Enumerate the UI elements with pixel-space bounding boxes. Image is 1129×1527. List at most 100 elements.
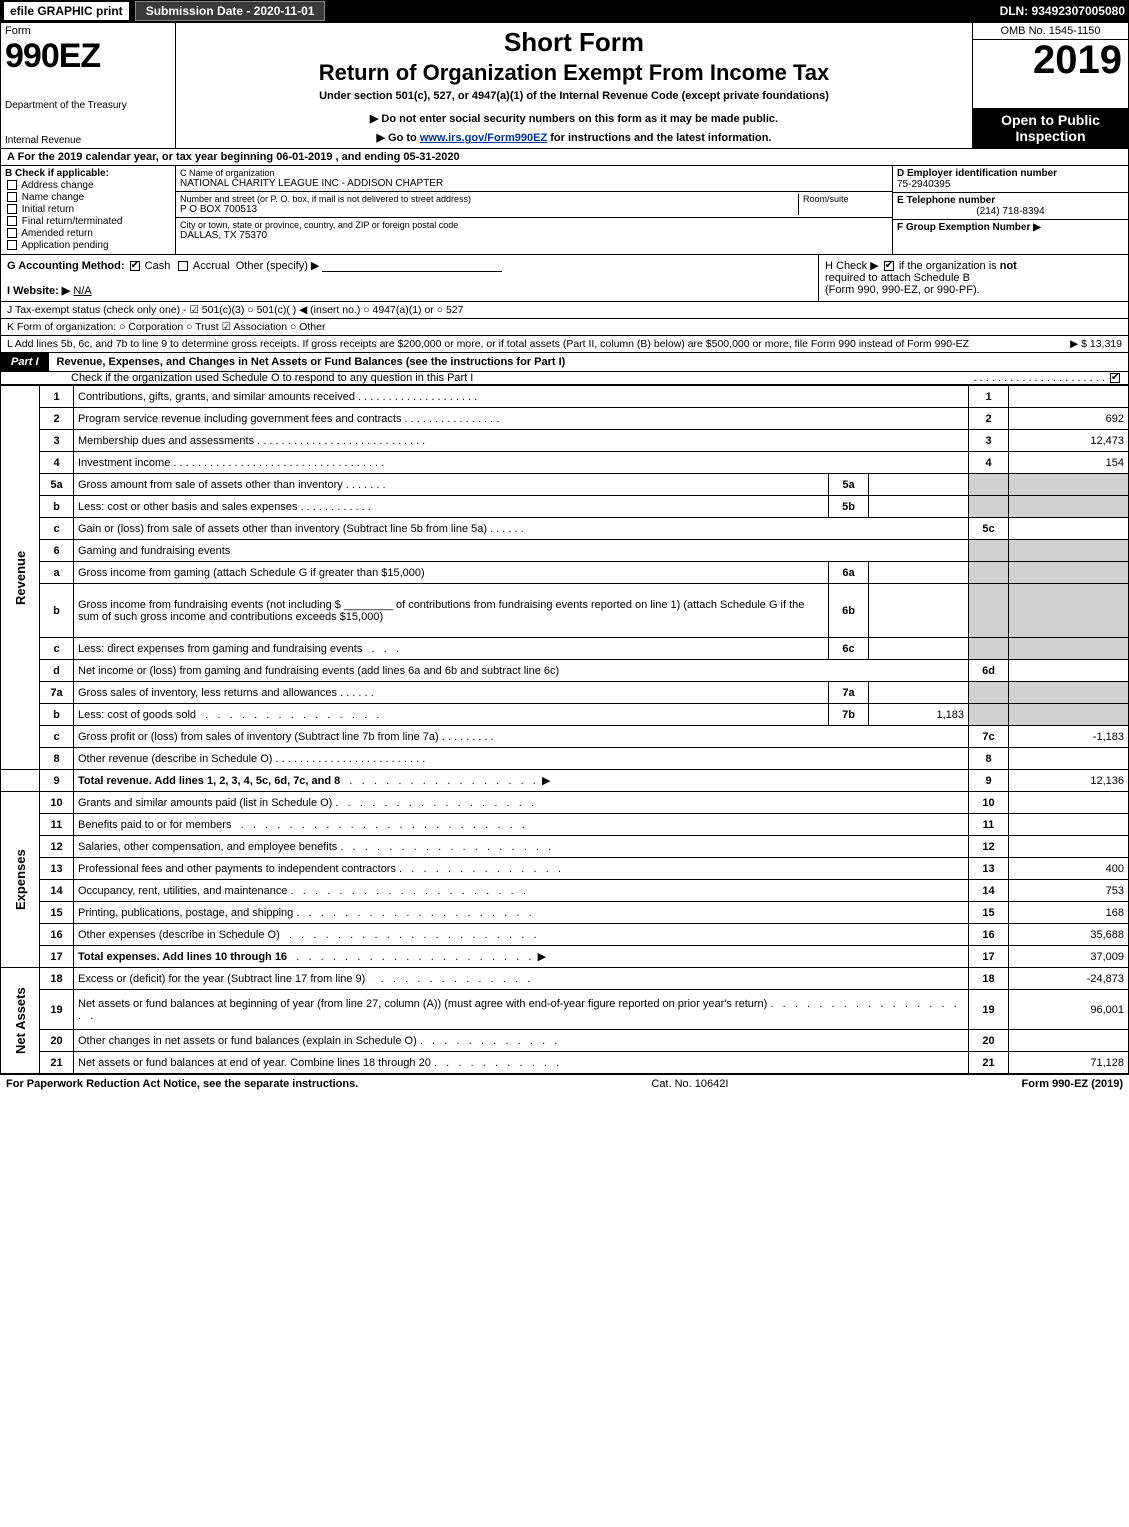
c-1: 1 xyxy=(969,386,1009,408)
shadev-5b xyxy=(1009,496,1129,518)
n-1: 1 xyxy=(40,386,74,408)
irs-label: Internal Revenue xyxy=(5,135,171,146)
h-text1: H Check ▶ xyxy=(825,260,879,272)
chk-name-change[interactable]: Name change xyxy=(5,192,171,203)
row-20: 20 Other changes in net assets or fund b… xyxy=(1,1030,1129,1052)
part-i-check-end: . . . . . . . . . . . . . . . . . . . . … xyxy=(974,372,1128,384)
website-label: I Website: ▶ xyxy=(7,285,70,297)
n-6c: c xyxy=(40,638,74,660)
c-19: 19 xyxy=(969,990,1009,1030)
row-21: 21 Net assets or fund balances at end of… xyxy=(1,1052,1129,1074)
under-section: Under section 501(c), 527, or 4947(a)(1)… xyxy=(184,90,964,102)
row-l-text: L Add lines 5b, 6c, and 7b to line 9 to … xyxy=(7,338,969,350)
d-7c: Gross profit or (loss) from sales of inv… xyxy=(78,731,439,743)
d-13: Professional fees and other payments to … xyxy=(78,863,396,875)
row-18: Net Assets 18 Excess or (deficit) for th… xyxy=(1,968,1129,990)
irs-link[interactable]: www.irs.gov/Form990EZ xyxy=(420,132,547,144)
col-c-org: C Name of organization NATIONAL CHARITY … xyxy=(176,166,893,254)
block-bcdef: B Check if applicable: Address change Na… xyxy=(0,166,1129,255)
n-20: 20 xyxy=(40,1030,74,1052)
c-4: 4 xyxy=(969,452,1009,474)
d-17: Total expenses. Add lines 10 through 16 xyxy=(78,951,287,963)
v-19: 96,001 xyxy=(1009,990,1129,1030)
d-21: Net assets or fund balances at end of ye… xyxy=(78,1057,431,1069)
h-text3: required to attach Schedule B xyxy=(825,272,970,284)
row-1: Revenue 1 Contributions, gifts, grants, … xyxy=(1,386,1129,408)
chk-schedule-o[interactable] xyxy=(1110,373,1120,383)
other-specify-input[interactable] xyxy=(322,260,502,272)
d-19: Net assets or fund balances at beginning… xyxy=(78,998,767,1010)
v-7c: -1,183 xyxy=(1009,726,1129,748)
section-revenue: Revenue xyxy=(1,386,40,770)
c-17: 17 xyxy=(969,946,1009,968)
v-11 xyxy=(1009,814,1129,836)
g-label: G Accounting Method: xyxy=(7,260,125,272)
row-h: H Check ▶ if the organization is not req… xyxy=(818,255,1128,301)
section-netassets: Net Assets xyxy=(1,968,40,1074)
d-20: Other changes in net assets or fund bala… xyxy=(78,1035,417,1047)
chk-cash[interactable] xyxy=(130,261,140,271)
row-9: 9 Total revenue. Add lines 1, 2, 3, 4, 5… xyxy=(1,770,1129,792)
row-i: I Website: ▶ N/A xyxy=(7,284,812,297)
chk-address-change[interactable]: Address change xyxy=(5,180,171,191)
chk-final-return[interactable]: Final return/terminated xyxy=(5,216,171,227)
goto-line: ▶ Go to www.irs.gov/Form990EZ for instru… xyxy=(184,131,964,144)
shade-6c xyxy=(969,638,1009,660)
v-1 xyxy=(1009,386,1129,408)
org-name: NATIONAL CHARITY LEAGUE INC - ADDISON CH… xyxy=(180,178,888,189)
d-6: Gaming and fundraising events xyxy=(74,540,969,562)
n-14: 14 xyxy=(40,880,74,902)
c-20: 20 xyxy=(969,1030,1009,1052)
n-5a: 5a xyxy=(40,474,74,496)
d-8: Other revenue (describe in Schedule O) xyxy=(78,753,272,765)
n-21: 21 xyxy=(40,1052,74,1074)
header-mid: Short Form Return of Organization Exempt… xyxy=(176,23,973,148)
tax-year: 2019 xyxy=(973,40,1128,80)
line-a-taxyear: A For the 2019 calendar year, or tax yea… xyxy=(0,149,1129,166)
chk-initial-return[interactable]: Initial return xyxy=(5,204,171,215)
chk-amended-return[interactable]: Amended return xyxy=(5,228,171,239)
row-2: 2 Program service revenue including gove… xyxy=(1,408,1129,430)
row-k-form-org: K Form of organization: ○ Corporation ○ … xyxy=(0,319,1129,336)
part-i-tag: Part I xyxy=(1,353,49,371)
ein-value: 75-2940395 xyxy=(897,179,1124,190)
submission-date-button[interactable]: Submission Date - 2020-11-01 xyxy=(135,1,326,21)
goto-post: for instructions and the latest informat… xyxy=(550,132,771,144)
d-3: Membership dues and assessments xyxy=(78,435,254,447)
n-6b: b xyxy=(40,584,74,638)
d-14: Occupancy, rent, utilities, and maintena… xyxy=(78,885,288,897)
efile-label[interactable]: efile GRAPHIC print xyxy=(4,2,129,20)
c-21: 21 xyxy=(969,1052,1009,1074)
group-exemption-label: F Group Exemption Number ▶ xyxy=(897,222,1124,233)
row-5b: b Less: cost or other basis and sales ex… xyxy=(1,496,1129,518)
sv-6a xyxy=(869,562,969,584)
dln-label: DLN: 93492307005080 xyxy=(1000,4,1125,18)
v-18: -24,873 xyxy=(1009,968,1129,990)
d-1: Contributions, gifts, grants, and simila… xyxy=(78,391,355,403)
n-9: 9 xyxy=(40,770,74,792)
d-12: Salaries, other compensation, and employ… xyxy=(78,841,337,853)
h-not: not xyxy=(1000,260,1017,272)
chk-schedule-b[interactable] xyxy=(884,261,894,271)
c-12: 12 xyxy=(969,836,1009,858)
n-3: 3 xyxy=(40,430,74,452)
row-6d: d Net income or (loss) from gaming and f… xyxy=(1,660,1129,682)
row-6a: a Gross income from gaming (attach Sched… xyxy=(1,562,1129,584)
city-label: City or town, state or province, country… xyxy=(180,220,888,230)
n-7a: 7a xyxy=(40,682,74,704)
chk-accrual[interactable] xyxy=(178,261,188,271)
chk-application-pending[interactable]: Application pending xyxy=(5,240,171,251)
v-10 xyxy=(1009,792,1129,814)
shadev-7a xyxy=(1009,682,1129,704)
goto-pre: ▶ Go to xyxy=(377,132,420,144)
org-name-label: C Name of organization xyxy=(180,168,888,178)
section-expenses: Expenses xyxy=(1,792,40,968)
col-def: D Employer identification number 75-2940… xyxy=(893,166,1128,254)
sb-6c: 6c xyxy=(829,638,869,660)
ssn-warning: ▶ Do not enter social security numbers o… xyxy=(184,112,964,125)
n-15: 15 xyxy=(40,902,74,924)
v-20 xyxy=(1009,1030,1129,1052)
part-i-checkline: Check if the organization used Schedule … xyxy=(0,372,1129,385)
street-label: Number and street (or P. O. box, if mail… xyxy=(180,194,798,204)
row-12: 12 Salaries, other compensation, and emp… xyxy=(1,836,1129,858)
